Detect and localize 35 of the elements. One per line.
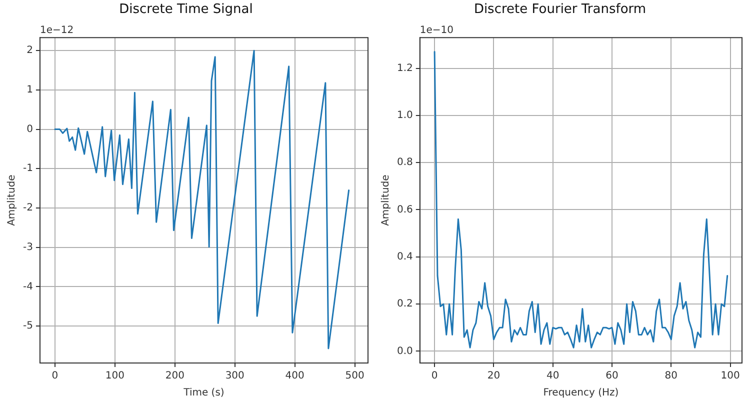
- text: 1e−10: [420, 25, 454, 36]
- x-tick-label: 300: [225, 370, 244, 382]
- x-axis-title: Time (s): [182, 388, 224, 399]
- y-tick-label: 0: [26, 124, 33, 135]
- text: 1e−12: [40, 25, 74, 36]
- y-tick-label: 0.0: [396, 346, 413, 357]
- x-tick-label: 20: [487, 370, 500, 382]
- y-tick-label: 0.6: [396, 204, 413, 216]
- chart-title: Discrete Fourier Transform: [474, 2, 646, 18]
- x-axis-title: Frequency (Hz): [543, 388, 619, 399]
- x-tick-label: 60: [606, 370, 618, 382]
- y-tick-label: 0.4: [396, 251, 413, 262]
- y-axis-title: Amplitude: [380, 174, 392, 226]
- y-tick-label: 1.0: [396, 110, 413, 122]
- x-tick-label: 200: [165, 370, 184, 382]
- x-tick-label: 100: [720, 370, 740, 382]
- chart-title: Discrete Time Signal: [119, 2, 253, 18]
- x-tick-label: 100: [105, 370, 124, 382]
- y-axis-title: Amplitude: [6, 174, 18, 226]
- x-tick-label: 0: [431, 370, 438, 382]
- y-tick-label: -2: [22, 202, 33, 214]
- x-tick-label: 40: [546, 370, 560, 382]
- y-tick-label: -5: [22, 320, 33, 332]
- y-tick-label: 1: [26, 84, 33, 96]
- x-tick-label: 400: [285, 370, 304, 382]
- y-tick-label: 0.2: [396, 298, 413, 310]
- y-tick-label: 2: [26, 45, 33, 56]
- y-tick-label: 0.8: [396, 157, 413, 168]
- y-tick-label: 1.2: [396, 62, 413, 74]
- y-tick-label: -4: [22, 281, 33, 292]
- x-tick-label: 80: [664, 370, 678, 382]
- y-tick-label: -3: [22, 242, 33, 253]
- x-tick-label: 500: [345, 370, 364, 382]
- y-tick-label: -1: [22, 163, 33, 174]
- x-tick-label: 0: [52, 370, 58, 382]
